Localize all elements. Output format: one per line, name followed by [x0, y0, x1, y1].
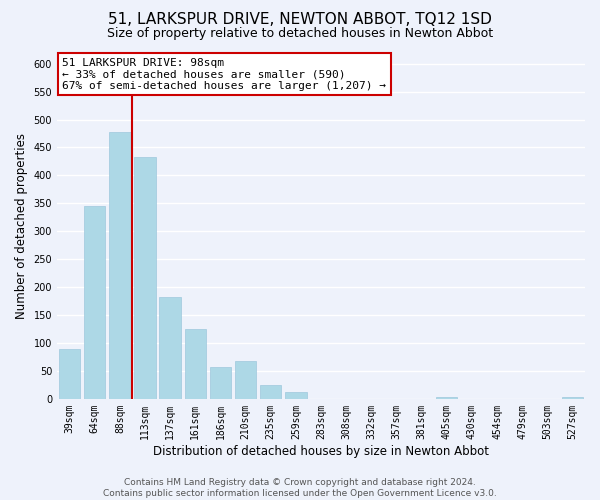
Bar: [185, 329, 206, 399]
Bar: [260, 386, 281, 399]
X-axis label: Distribution of detached houses by size in Newton Abbot: Distribution of detached houses by size …: [153, 444, 489, 458]
Bar: [109, 132, 131, 399]
Bar: [436, 397, 457, 399]
Bar: [235, 361, 256, 399]
Y-axis label: Number of detached properties: Number of detached properties: [15, 132, 28, 318]
Bar: [285, 392, 307, 399]
Bar: [210, 367, 231, 399]
Text: 51 LARKSPUR DRIVE: 98sqm
← 33% of detached houses are smaller (590)
67% of semi-: 51 LARKSPUR DRIVE: 98sqm ← 33% of detach…: [62, 58, 386, 91]
Text: Contains HM Land Registry data © Crown copyright and database right 2024.
Contai: Contains HM Land Registry data © Crown c…: [103, 478, 497, 498]
Bar: [160, 297, 181, 399]
Text: Size of property relative to detached houses in Newton Abbot: Size of property relative to detached ho…: [107, 28, 493, 40]
Text: 51, LARKSPUR DRIVE, NEWTON ABBOT, TQ12 1SD: 51, LARKSPUR DRIVE, NEWTON ABBOT, TQ12 1…: [108, 12, 492, 28]
Bar: [134, 157, 156, 399]
Bar: [84, 206, 106, 399]
Bar: [562, 397, 583, 399]
Bar: [59, 348, 80, 399]
